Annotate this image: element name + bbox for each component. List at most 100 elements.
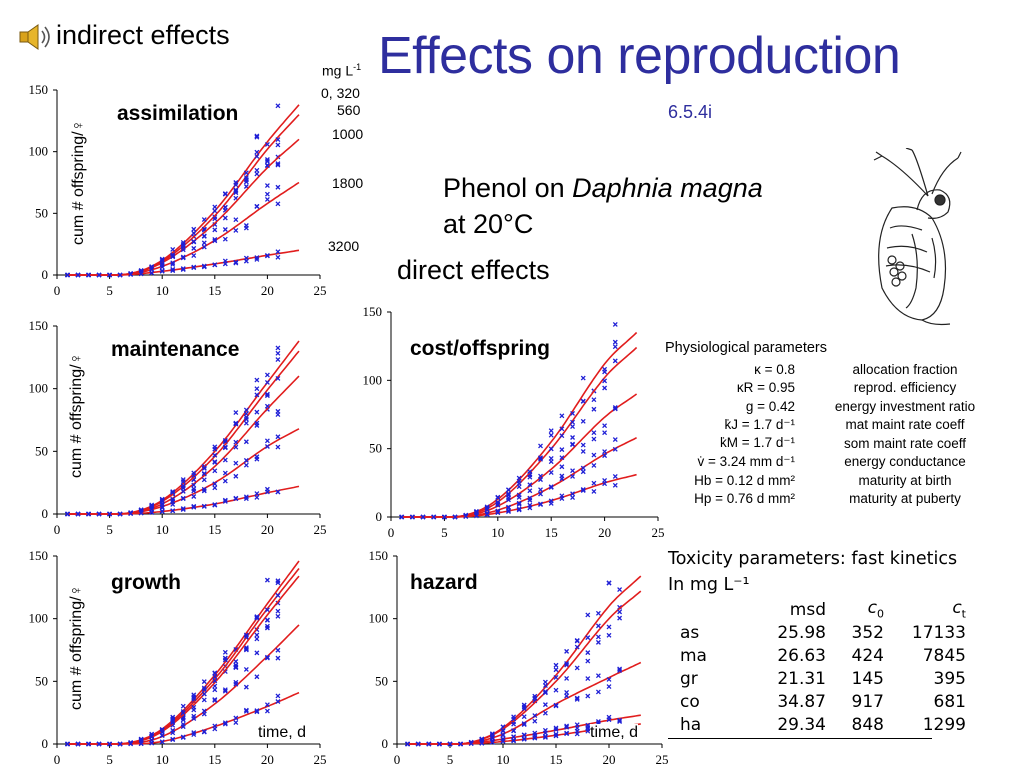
- parameter-symbol: k̇J = 1.7 d⁻¹: [724, 416, 795, 432]
- x-tick-label: 0: [54, 283, 61, 298]
- data-point: [243, 634, 249, 640]
- data-point: [275, 345, 281, 351]
- x-tick-label: 5: [106, 522, 113, 537]
- series-line: [67, 249, 300, 276]
- data-point: [564, 661, 570, 666]
- data-point: [191, 713, 197, 719]
- data-point: [612, 446, 618, 452]
- slide-number: 6.5.4i: [668, 102, 713, 122]
- data-point: [612, 405, 618, 410]
- data-point: [212, 216, 218, 222]
- data-point: [532, 713, 538, 718]
- column-header: msd: [789, 599, 826, 620]
- y-tick-label: 150: [29, 82, 49, 97]
- data-point: [602, 453, 608, 459]
- x-tick-label: 5: [441, 525, 448, 540]
- data-point: [86, 511, 92, 517]
- data-point: [275, 249, 281, 255]
- data-point: [222, 261, 228, 267]
- x-tick-label: 0: [388, 525, 395, 540]
- data-point: [617, 668, 623, 673]
- parameter-description: maturity at birth: [858, 472, 952, 488]
- data-point: [275, 699, 281, 704]
- data-point: [559, 464, 565, 470]
- data-point: [484, 512, 490, 518]
- data-point: [264, 444, 270, 449]
- table-cell: 848: [851, 714, 884, 735]
- data-point: [254, 709, 260, 715]
- data-point: [553, 702, 559, 708]
- data-point: [559, 433, 565, 439]
- data-point: [107, 272, 113, 278]
- data-point: [222, 445, 228, 451]
- data-point: [254, 650, 260, 656]
- data-point: [516, 501, 522, 507]
- data-point: [233, 420, 239, 426]
- data-point: [170, 736, 176, 742]
- chart-title: maintenance: [111, 338, 240, 361]
- data-point: [606, 624, 612, 630]
- x-tick-label: 25: [314, 752, 327, 767]
- data-point: [542, 689, 548, 695]
- data-point: [222, 236, 228, 242]
- table-cell: 25.98: [777, 622, 826, 643]
- data-point: [574, 665, 580, 671]
- data-point: [201, 465, 207, 471]
- data-point: [65, 741, 70, 747]
- data-point: [222, 478, 228, 484]
- concentration-label: 1800: [332, 175, 364, 191]
- data-point: [149, 270, 155, 276]
- x-tick-label: 0: [54, 752, 61, 767]
- data-point: [431, 514, 437, 520]
- speaker-icon[interactable]: [18, 22, 54, 52]
- data-point: [585, 635, 591, 641]
- data-point: [201, 711, 207, 717]
- data-point: [602, 430, 608, 436]
- data-point: [254, 386, 260, 392]
- data-point: [495, 510, 501, 516]
- data-point: [585, 612, 591, 618]
- data-point: [96, 741, 102, 747]
- toxicity-heading: Toxicity parameters: fast kinetics: [668, 549, 958, 569]
- parameter-symbol: g = 0.42: [745, 398, 795, 414]
- data-point: [275, 162, 281, 168]
- data-point: [243, 177, 249, 182]
- data-point: [564, 724, 570, 730]
- data-point: [212, 444, 218, 450]
- data-point: [591, 480, 597, 486]
- data-point: [254, 149, 260, 155]
- concentration-label: 3200: [328, 238, 360, 254]
- data-point: [500, 728, 506, 733]
- data-point: [275, 693, 281, 699]
- data-point: [212, 485, 218, 491]
- data-point: [128, 511, 134, 517]
- data-point: [212, 697, 218, 703]
- data-point: [548, 432, 554, 438]
- table-cell: 395: [933, 668, 966, 689]
- indirect-effects-label: indirect effects: [56, 20, 230, 50]
- data-point: [180, 717, 186, 723]
- data-point: [548, 428, 554, 434]
- data-point: [542, 710, 548, 716]
- chart-title: growth: [111, 571, 181, 594]
- data-point: [264, 708, 270, 714]
- data-point: [617, 717, 623, 723]
- data-point: [243, 462, 249, 468]
- data-point: [612, 322, 618, 327]
- data-point: [612, 344, 618, 350]
- data-point: [243, 632, 249, 638]
- data-point: [170, 489, 176, 495]
- data-point: [564, 731, 570, 737]
- data-point: [254, 632, 260, 638]
- chart-hazard: 0 5 10 15 20 25 0 50 100 150: [369, 548, 669, 767]
- table-cell: co: [680, 691, 700, 712]
- data-point: [521, 714, 527, 720]
- data-point: [506, 495, 511, 501]
- data-point: [580, 442, 586, 448]
- data-point: [264, 655, 270, 661]
- data-point: [570, 491, 576, 497]
- data-point: [447, 741, 453, 747]
- data-point: [212, 670, 218, 676]
- series-line: [401, 346, 638, 518]
- data-point: [191, 488, 197, 494]
